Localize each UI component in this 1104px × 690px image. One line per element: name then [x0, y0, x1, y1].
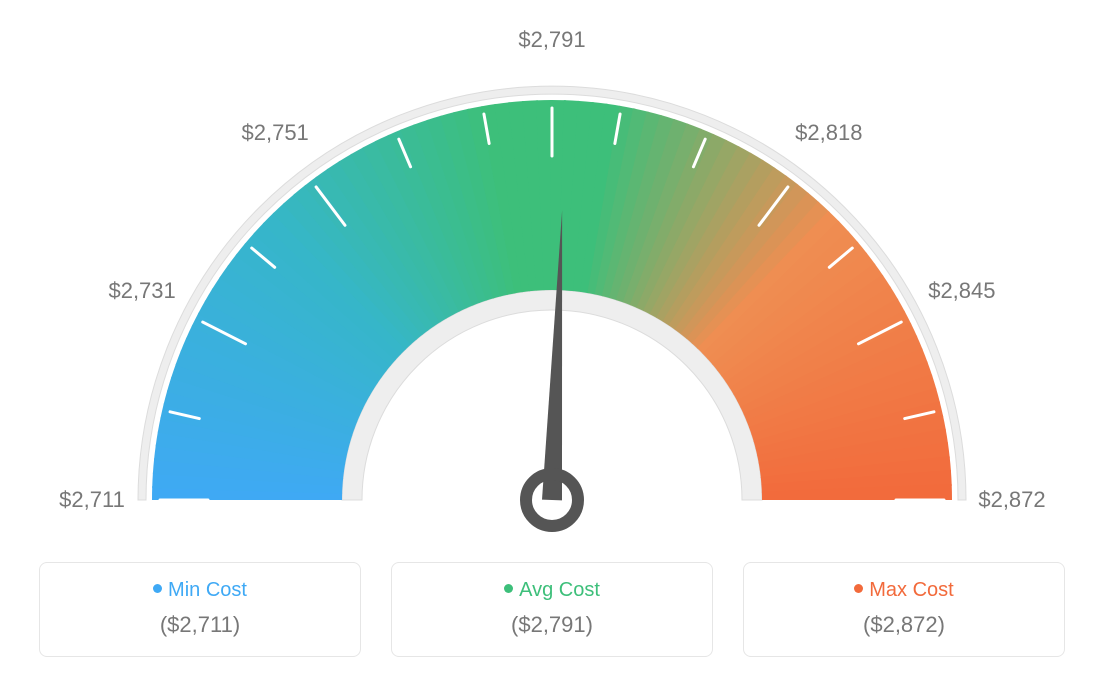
gauge-tick-label: $2,845 — [928, 278, 995, 304]
min-cost-card: Min Cost ($2,711) — [39, 562, 361, 657]
gauge-tick-label: $2,731 — [108, 278, 175, 304]
dot-icon — [854, 584, 863, 593]
avg-cost-title-text: Avg Cost — [519, 579, 600, 601]
avg-cost-value: ($2,791) — [392, 612, 712, 638]
avg-cost-card: Avg Cost ($2,791) — [391, 562, 713, 657]
gauge-tick-label: $2,791 — [518, 27, 585, 53]
gauge-chart: $2,711 $2,731 $2,751 $2,791 $2,818 $2,845 $2,8… — [0, 0, 1104, 550]
summary-cards: Min Cost ($2,711) Avg Cost ($2,791) Max … — [0, 550, 1104, 687]
min-cost-title: Min Cost — [40, 579, 360, 602]
gauge-tick-label: $2,818 — [795, 120, 862, 146]
max-cost-title: Max Cost — [744, 579, 1064, 602]
min-cost-value: ($2,711) — [40, 612, 360, 638]
gauge-tick-label: $2,711 — [59, 487, 125, 513]
max-cost-value: ($2,872) — [744, 612, 1064, 638]
dot-icon — [504, 584, 513, 593]
gauge-tick-label: $2,872 — [978, 487, 1045, 513]
avg-cost-title: Avg Cost — [392, 579, 712, 602]
max-cost-title-text: Max Cost — [869, 579, 953, 601]
min-cost-title-text: Min Cost — [168, 579, 247, 601]
dot-icon — [153, 584, 162, 593]
max-cost-card: Max Cost ($2,872) — [743, 562, 1065, 657]
gauge-tick-label: $2,751 — [242, 120, 309, 146]
